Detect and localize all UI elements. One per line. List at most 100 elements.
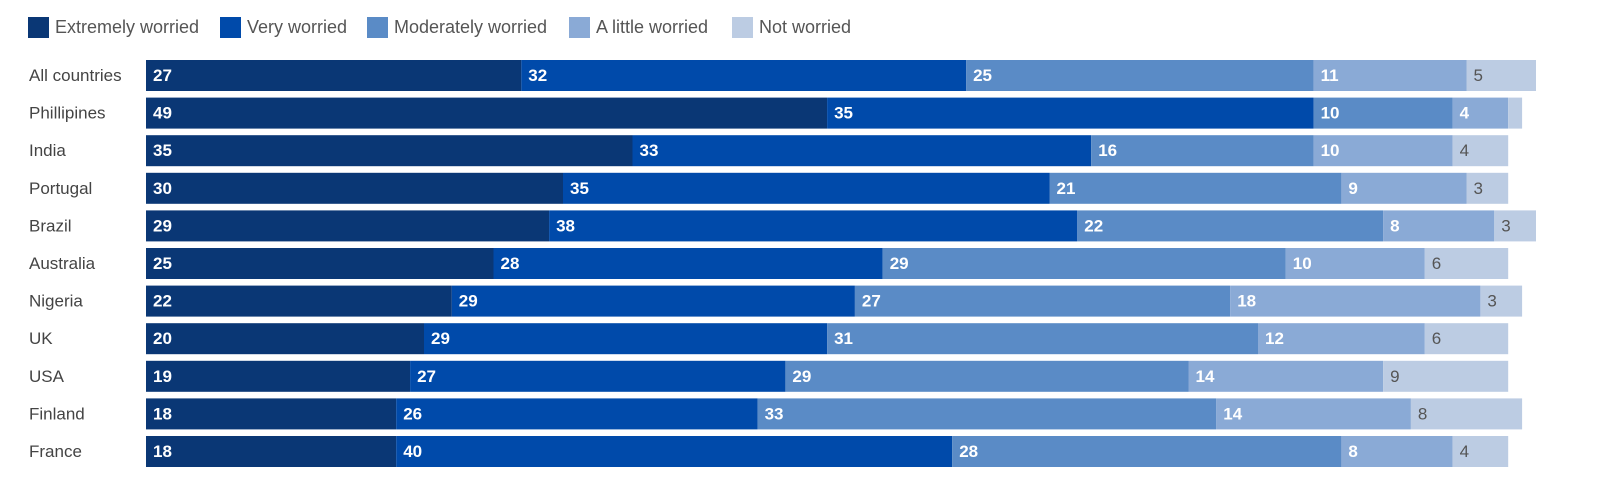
- data-label: 22: [153, 292, 172, 311]
- bar-segment-not-worried: [1452, 135, 1509, 167]
- bar-segment-not-worried: [1452, 436, 1509, 467]
- data-label: 27: [417, 367, 436, 386]
- legend-swatch: [220, 17, 241, 38]
- legend-item-not-worried: Not worried: [732, 17, 851, 38]
- data-label: 20: [153, 329, 172, 348]
- data-label: 3: [1501, 216, 1510, 235]
- bar-segment-a-little-worried: [1341, 436, 1453, 467]
- category-label: All countries: [29, 66, 122, 85]
- data-label: 29: [153, 216, 172, 235]
- category-label: USA: [29, 367, 65, 386]
- data-label: 33: [640, 141, 659, 160]
- legend-label: Extremely worried: [55, 17, 199, 37]
- bar-row-portugal: 30 35 21 9 3: [146, 172, 1509, 204]
- category-label: Brazil: [29, 216, 72, 235]
- bar-segment-moderately-worried: [1313, 97, 1453, 129]
- bar-row-phillipines: 49 35 10 4: [146, 97, 1523, 129]
- legend-swatch: [569, 17, 590, 38]
- data-label: 30: [153, 179, 172, 198]
- bar-segment-not-worried: [1383, 360, 1509, 392]
- legend-swatch: [367, 17, 388, 38]
- bar-segment-very-worried: [563, 172, 1050, 204]
- bar-segment-extremely-worried: [146, 210, 550, 242]
- data-label: 10: [1321, 104, 1340, 123]
- category-labels: All countries Phillipines India Portugal Bra…: [29, 66, 122, 461]
- bar-segment-extremely-worried: [146, 323, 424, 355]
- data-label: 4: [1460, 104, 1470, 123]
- bar-segment-a-little-worried: [1230, 285, 1481, 317]
- bar-segment-moderately-worried: [827, 323, 1258, 355]
- data-label: 3: [1474, 179, 1483, 198]
- bar-segment-moderately-worried: [966, 60, 1314, 91]
- category-label: France: [29, 442, 82, 461]
- bar-segment-a-little-worried: [1341, 172, 1467, 204]
- data-label: 27: [862, 292, 881, 311]
- bar-segment-moderately-worried: [1077, 210, 1384, 242]
- bar-segment-a-little-worried: [1285, 248, 1425, 279]
- data-label: 8: [1390, 216, 1399, 235]
- data-label: 12: [1265, 329, 1284, 348]
- data-label: 14: [1196, 367, 1215, 386]
- bar-row-all-countries: 27 32 25 11 5: [146, 60, 1536, 91]
- bar-segment-moderately-worried: [1049, 172, 1342, 204]
- bars: 27 32 25 11 549 35 10 435 33 16 10 430 35 21 9 329 38 22 8…: [146, 60, 1536, 467]
- category-label: Phillipines: [29, 104, 106, 123]
- data-label: 28: [501, 254, 520, 273]
- legend-item-very-worried: Very worried: [220, 17, 347, 38]
- data-label: 35: [153, 141, 172, 160]
- category-label: UK: [29, 329, 53, 348]
- data-label: 8: [1418, 404, 1427, 423]
- bar-segment-extremely-worried: [146, 436, 397, 467]
- data-label: 29: [459, 292, 478, 311]
- bar-segment-not-worried: [1480, 285, 1523, 317]
- data-label: 27: [153, 66, 172, 85]
- bar-segment-very-worried: [827, 97, 1314, 129]
- data-label: 9: [1348, 179, 1357, 198]
- bar-row-brazil: 29 38 22 8 3: [146, 210, 1536, 242]
- data-label: 11: [1321, 66, 1339, 85]
- bar-segment-extremely-worried: [146, 97, 828, 129]
- data-label: 28: [959, 442, 978, 461]
- bar-segment-moderately-worried: [757, 398, 1217, 430]
- bar-segment-a-little-worried: [1313, 60, 1467, 91]
- data-label: 18: [1237, 292, 1256, 311]
- bar-segment-extremely-worried: [146, 135, 633, 167]
- bar-row-australia: 25 28 29 10 6: [146, 248, 1509, 279]
- data-label: 6: [1432, 329, 1441, 348]
- bar-row-usa: 19 27 29 14 9: [146, 360, 1509, 392]
- data-label: 10: [1293, 254, 1312, 273]
- bar-segment-extremely-worried: [146, 248, 494, 279]
- legend-label: Very worried: [247, 17, 347, 37]
- bar-row-india: 35 33 16 10 4: [146, 135, 1509, 167]
- data-label: 3: [1487, 292, 1496, 311]
- data-label: 49: [153, 104, 172, 123]
- bar-segment-a-little-worried: [1188, 360, 1384, 392]
- bar-segment-very-worried: [424, 323, 828, 355]
- bar-segment-moderately-worried: [785, 360, 1189, 392]
- data-label: 18: [153, 442, 172, 461]
- legend-item-moderately-worried: Moderately worried: [367, 17, 547, 38]
- bar-row-uk: 20 29 31 12 6: [146, 323, 1509, 355]
- data-label: 33: [765, 404, 784, 423]
- category-label: Portugal: [29, 179, 92, 198]
- bar-segment-a-little-worried: [1258, 323, 1425, 355]
- data-label: 16: [1098, 141, 1117, 160]
- legend-item-extremely-worried: Extremely worried: [28, 17, 199, 38]
- data-label: 35: [834, 104, 853, 123]
- bar-segment-not-worried: [1508, 97, 1523, 129]
- bar-segment-not-worried: [1466, 172, 1509, 204]
- data-label: 22: [1084, 216, 1103, 235]
- bar-segment-very-worried: [451, 285, 855, 317]
- legend: Extremely worried Very worried Moderately …: [28, 17, 851, 38]
- bar-segment-extremely-worried: [146, 172, 563, 204]
- legend-swatch: [28, 17, 49, 38]
- data-label: 21: [1057, 179, 1076, 198]
- bar-row-finland: 18 26 33 14 8: [146, 398, 1523, 430]
- bar-segment-extremely-worried: [146, 398, 397, 430]
- bar-segment-a-little-worried: [1452, 97, 1509, 129]
- bar-row-france: 18 40 28 8 4: [146, 436, 1509, 467]
- bar-segment-moderately-worried: [1091, 135, 1314, 167]
- data-label: 29: [431, 329, 450, 348]
- bar-segment-not-worried: [1410, 398, 1523, 430]
